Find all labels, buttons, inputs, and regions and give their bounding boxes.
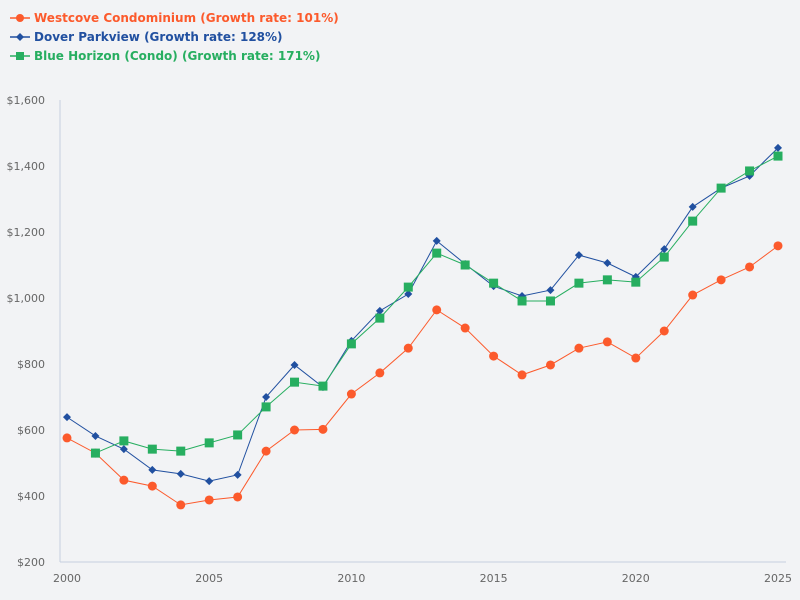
data-point-2-2010[interactable] xyxy=(346,339,356,349)
legend-label: Blue Horizon (Condo) (Growth rate: 171%) xyxy=(34,48,321,63)
data-point-0-2003[interactable] xyxy=(147,481,157,491)
data-point-1-2013[interactable] xyxy=(432,236,441,245)
data-point-1-2008[interactable] xyxy=(290,360,299,369)
data-point-0-2013[interactable] xyxy=(432,305,442,315)
data-point-1-2005[interactable] xyxy=(205,477,214,486)
data-point-0-2014[interactable] xyxy=(460,323,470,333)
data-point-2-2005[interactable] xyxy=(204,438,214,448)
data-point-2-2003[interactable] xyxy=(147,444,157,454)
x-tick-label: 2015 xyxy=(480,572,508,585)
data-point-1-2004[interactable] xyxy=(176,469,185,478)
data-point-1-2017[interactable] xyxy=(546,286,555,295)
data-point-0-2025[interactable] xyxy=(773,241,783,251)
y-tick-label: $600 xyxy=(17,424,45,437)
data-point-2-2017[interactable] xyxy=(545,296,555,306)
data-point-1-2022[interactable] xyxy=(688,202,697,211)
legend-label: Westcove Condominium (Growth rate: 101%) xyxy=(34,10,339,25)
axes: $200 $400 $600 $800 $1,000 $1,200 $1,400 $1,600… xyxy=(7,94,793,585)
data-point-2-2020[interactable] xyxy=(631,277,641,287)
series-line-0 xyxy=(66,245,779,506)
data-point-0-2010[interactable] xyxy=(346,389,356,399)
data-point-2-2016[interactable] xyxy=(517,296,527,306)
data-point-2-2012[interactable] xyxy=(403,282,413,292)
legend-item-dover[interactable]: Dover Parkview (Growth rate: 128%) xyxy=(10,27,283,46)
y-tick-label: $200 xyxy=(17,556,45,569)
legend: Westcove Condominium (Growth rate: 101%)… xyxy=(10,8,570,65)
y-tick-label: $1,000 xyxy=(7,292,46,305)
data-point-2-2021[interactable] xyxy=(659,252,669,262)
data-point-2-2023[interactable] xyxy=(716,183,726,193)
data-point-1-2003[interactable] xyxy=(148,465,157,474)
data-point-0-2023[interactable] xyxy=(716,275,726,285)
data-point-0-2008[interactable] xyxy=(290,425,300,435)
x-tick-label: 2020 xyxy=(622,572,650,585)
x-tick-label: 2000 xyxy=(53,572,81,585)
data-point-0-2011[interactable] xyxy=(375,368,385,378)
data-point-1-2001[interactable] xyxy=(91,431,100,440)
square-marker-icon xyxy=(10,51,30,60)
data-point-2-2024[interactable] xyxy=(745,166,755,176)
data-point-1-2007[interactable] xyxy=(262,393,271,401)
x-tick-label: 2025 xyxy=(764,572,792,585)
legend-label: Dover Parkview (Growth rate: 128%) xyxy=(34,29,283,44)
data-point-0-2015[interactable] xyxy=(489,351,499,361)
data-point-0-2022[interactable] xyxy=(688,290,698,300)
data-point-2-2004[interactable] xyxy=(176,446,186,456)
data-point-0-2016[interactable] xyxy=(517,370,527,380)
data-point-0-2000[interactable] xyxy=(62,433,72,443)
data-point-0-2002[interactable] xyxy=(119,475,129,485)
data-point-2-2011[interactable] xyxy=(375,313,385,323)
data-point-0-2012[interactable] xyxy=(403,343,413,353)
data-point-0-2004[interactable] xyxy=(176,500,186,510)
data-point-1-2000[interactable] xyxy=(63,413,71,422)
data-point-0-2018[interactable] xyxy=(574,343,584,353)
y-tick-label: $400 xyxy=(17,490,45,503)
data-point-1-2006[interactable] xyxy=(233,470,242,479)
diamond-marker-icon xyxy=(10,32,30,41)
data-point-0-2017[interactable] xyxy=(545,360,555,370)
data-point-2-2008[interactable] xyxy=(290,377,300,387)
data-point-0-2021[interactable] xyxy=(659,326,669,336)
data-point-2-2015[interactable] xyxy=(489,278,499,288)
data-point-2-2018[interactable] xyxy=(574,278,584,288)
y-tick-label: $800 xyxy=(17,358,45,371)
series-line-1 xyxy=(66,147,779,482)
legend-item-westcove[interactable]: Westcove Condominium (Growth rate: 101%) xyxy=(10,8,339,27)
data-point-2-2022[interactable] xyxy=(688,216,698,226)
data-point-1-2011[interactable] xyxy=(375,306,384,315)
data-point-1-2019[interactable] xyxy=(603,259,612,268)
y-tick-label: $1,600 xyxy=(7,94,46,107)
series-line-2 xyxy=(95,155,779,454)
data-point-1-2002[interactable] xyxy=(119,445,128,454)
data-point-2-2013[interactable] xyxy=(432,248,442,258)
data-point-2-2019[interactable] xyxy=(602,275,612,285)
x-tick-label: 2010 xyxy=(337,572,365,585)
data-point-2-2001[interactable] xyxy=(90,448,100,458)
y-tick-label: $1,400 xyxy=(7,160,46,173)
data-point-0-2020[interactable] xyxy=(631,353,641,363)
data-point-0-2024[interactable] xyxy=(745,262,755,272)
data-point-0-2007[interactable] xyxy=(261,446,271,456)
data-point-1-2025[interactable] xyxy=(774,143,782,152)
data-point-2-2009[interactable] xyxy=(318,381,328,391)
data-point-1-2021[interactable] xyxy=(660,245,669,254)
data-point-0-2005[interactable] xyxy=(204,495,214,505)
data-point-2-2006[interactable] xyxy=(233,430,243,440)
data-point-0-2019[interactable] xyxy=(602,337,612,347)
data-point-0-2006[interactable] xyxy=(233,492,243,502)
x-tick-label: 2005 xyxy=(195,572,223,585)
y-tick-label: $1,200 xyxy=(7,226,46,239)
data-point-2-2025[interactable] xyxy=(773,151,783,161)
data-point-0-2009[interactable] xyxy=(318,424,328,434)
legend-item-blue-horizon[interactable]: Blue Horizon (Condo) (Growth rate: 171%) xyxy=(10,46,320,65)
data-point-1-2012[interactable] xyxy=(404,290,413,299)
data-point-2-2002[interactable] xyxy=(119,436,129,446)
data-point-1-2018[interactable] xyxy=(574,251,583,260)
circle-marker-icon xyxy=(10,13,30,22)
data-point-2-2014[interactable] xyxy=(460,260,470,270)
series-group xyxy=(62,143,783,510)
data-point-2-2007[interactable] xyxy=(261,402,271,412)
